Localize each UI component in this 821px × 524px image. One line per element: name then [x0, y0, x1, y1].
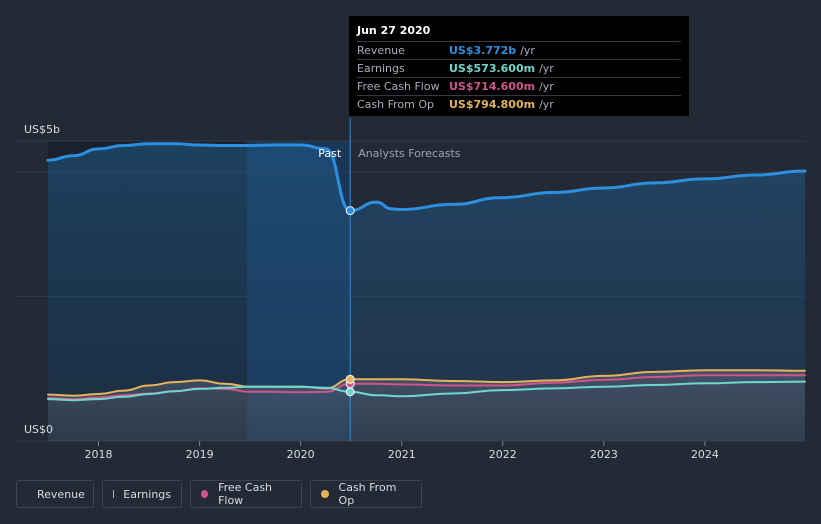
past-label: Past — [318, 147, 342, 160]
data-tooltip: Jun 27 2020 Revenue US$3.772b /yr Earnin… — [349, 16, 689, 116]
x-tick-label: 2020 — [287, 448, 315, 461]
x-tick-label: 2023 — [590, 448, 618, 461]
legend-item-earnings[interactable]: Earnings — [102, 480, 182, 508]
legend-label: Free Cash Flow — [218, 481, 273, 507]
point-marker-revenue — [345, 206, 355, 216]
legend-label: Earnings — [123, 487, 171, 501]
x-tick-label: 2019 — [186, 448, 214, 461]
tooltip-unit: /yr — [520, 44, 535, 57]
tooltip-value: US$714.600m — [449, 80, 536, 93]
x-tick-label: 2021 — [388, 448, 416, 461]
tooltip-label: Revenue — [357, 44, 405, 57]
tooltip-label: Free Cash Flow — [357, 80, 440, 93]
legend-item-free-cash-flow[interactable]: Free Cash Flow — [190, 480, 302, 508]
legend-item-revenue[interactable]: Revenue — [16, 480, 94, 508]
tooltip-label: Cash From Op — [357, 98, 435, 111]
point-marker-earnings — [345, 387, 355, 397]
x-tick-label: 2024 — [691, 448, 719, 461]
tooltip-row-free-cash-flow: Free Cash Flow US$714.600m /yr — [357, 77, 681, 95]
revenue-area — [48, 143, 805, 442]
tooltip-row-earnings: Earnings US$573.600m /yr — [357, 59, 681, 77]
tooltip-value: US$573.600m — [449, 62, 536, 75]
tooltip-value: US$3.772b — [449, 44, 517, 57]
tooltip-unit: /yr — [539, 98, 554, 111]
tooltip-value: US$794.800m — [449, 98, 536, 111]
x-tick-label: 2022 — [489, 448, 517, 461]
tooltip-unit: /yr — [539, 80, 554, 93]
forecast-label: Analysts Forecasts — [358, 147, 461, 160]
tooltip-row-revenue: Revenue US$3.772b /yr — [357, 41, 681, 59]
tooltip-unit: /yr — [539, 62, 554, 75]
x-tick-label: 2018 — [85, 448, 113, 461]
y-bottom-label: US$0 — [24, 423, 53, 436]
legend-label: Revenue — [37, 487, 85, 501]
chart-legend: Revenue Earnings Free Cash Flow Cash Fro… — [16, 480, 422, 508]
legend-label: Cash From Op — [338, 481, 397, 507]
tooltip-label: Earnings — [357, 62, 405, 75]
legend-dot-icon — [201, 490, 209, 498]
series-line-revenue — [46, 142, 807, 213]
legend-item-cash-from-op[interactable]: Cash From Op — [310, 480, 422, 508]
series-line-earnings — [47, 380, 806, 402]
tooltip-row-cash-from-op: Cash From Op US$794.800m /yr — [357, 95, 681, 113]
tooltip-date: Jun 27 2020 — [357, 24, 431, 37]
legend-dot-icon — [321, 490, 329, 498]
y-top-label: US$5b — [24, 123, 60, 136]
point-marker-cash-from-op — [345, 374, 355, 384]
